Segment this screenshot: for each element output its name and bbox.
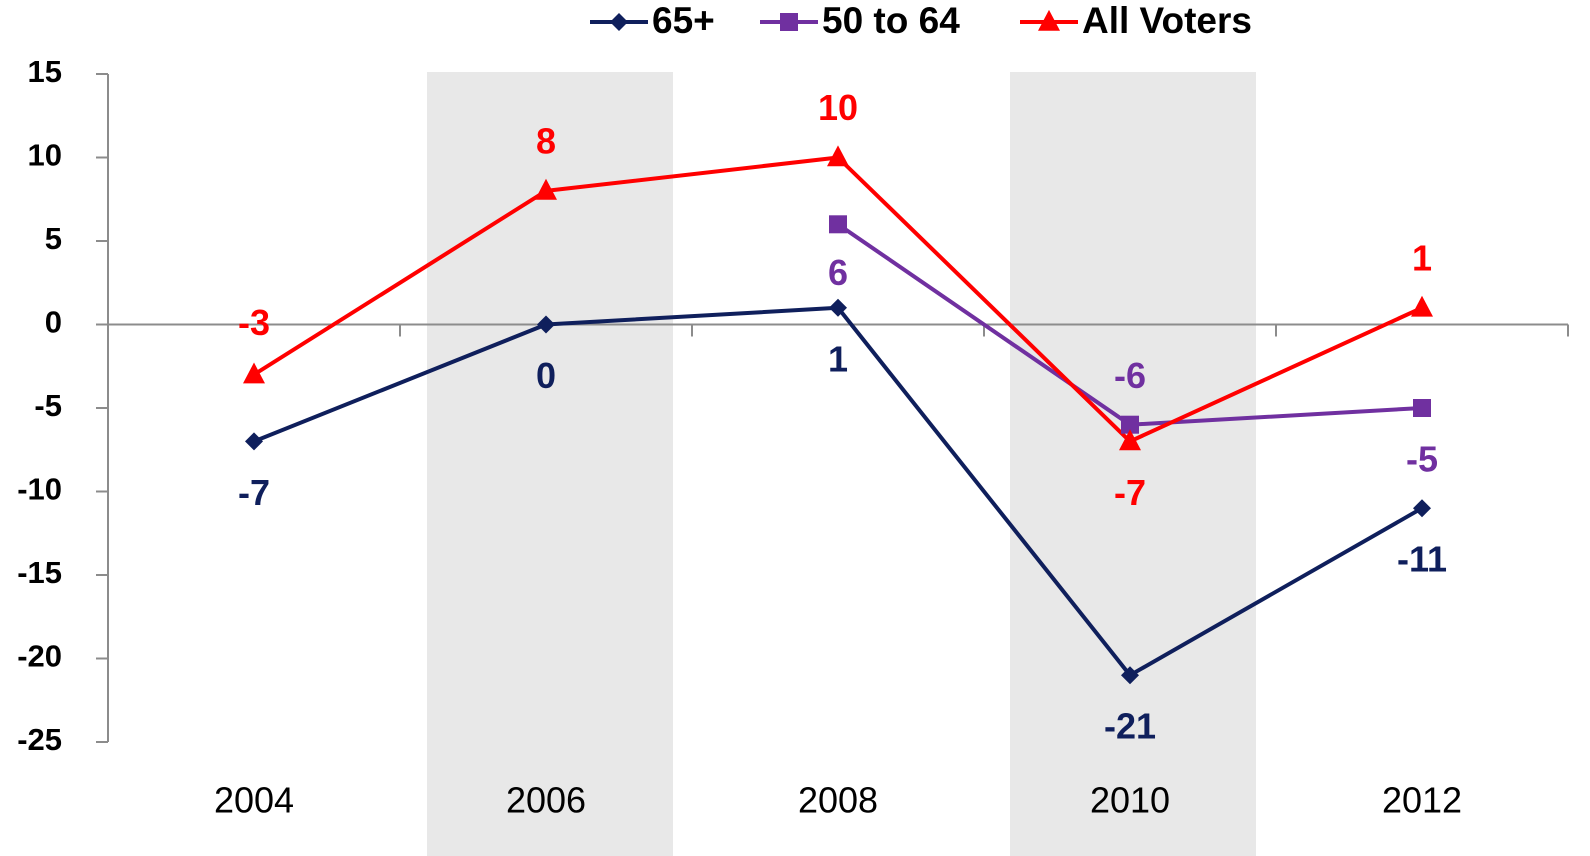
data-label: 6 [828, 252, 848, 293]
data-label: 1 [828, 338, 848, 379]
data-label: -7 [238, 472, 270, 513]
y-tick-label: -20 [17, 639, 62, 674]
data-label: 8 [536, 120, 556, 161]
y-tick-label: -25 [17, 722, 62, 757]
data-label: -6 [1114, 355, 1146, 396]
chart: -25-20-15-10-505101520042006200820102012… [0, 0, 1590, 856]
marker [827, 145, 849, 166]
marker [1413, 399, 1431, 417]
data-label: -21 [1104, 706, 1156, 747]
data-label: -7 [1114, 472, 1146, 513]
legend-label: 50 to 64 [822, 0, 960, 41]
marker [243, 363, 265, 384]
y-tick-label: -10 [17, 472, 62, 507]
x-tick-label: 2008 [798, 780, 878, 821]
marker [245, 432, 263, 450]
x-tick-label: 2010 [1090, 780, 1170, 821]
legend-label: 65+ [652, 0, 715, 41]
marker [610, 13, 628, 31]
y-tick-label: 0 [45, 305, 62, 340]
y-tick-label: -15 [17, 555, 62, 590]
y-tick-label: -5 [34, 388, 62, 423]
x-tick-label: 2006 [506, 780, 586, 821]
data-label: -3 [238, 302, 270, 343]
y-tick-label: 15 [28, 54, 62, 89]
marker [1411, 296, 1433, 317]
x-tick-label: 2012 [1382, 780, 1462, 821]
data-label: -5 [1406, 439, 1438, 480]
data-label: 0 [536, 355, 556, 396]
marker [1413, 499, 1431, 517]
y-tick-label: 10 [28, 138, 62, 173]
y-tick-label: 5 [45, 221, 62, 256]
data-label: 10 [818, 87, 858, 128]
marker [829, 215, 847, 233]
marker [780, 13, 798, 31]
x-tick-label: 2004 [214, 780, 294, 821]
legend-label: All Voters [1082, 0, 1252, 41]
data-label: 1 [1412, 237, 1432, 278]
data-label: -11 [1397, 539, 1447, 580]
